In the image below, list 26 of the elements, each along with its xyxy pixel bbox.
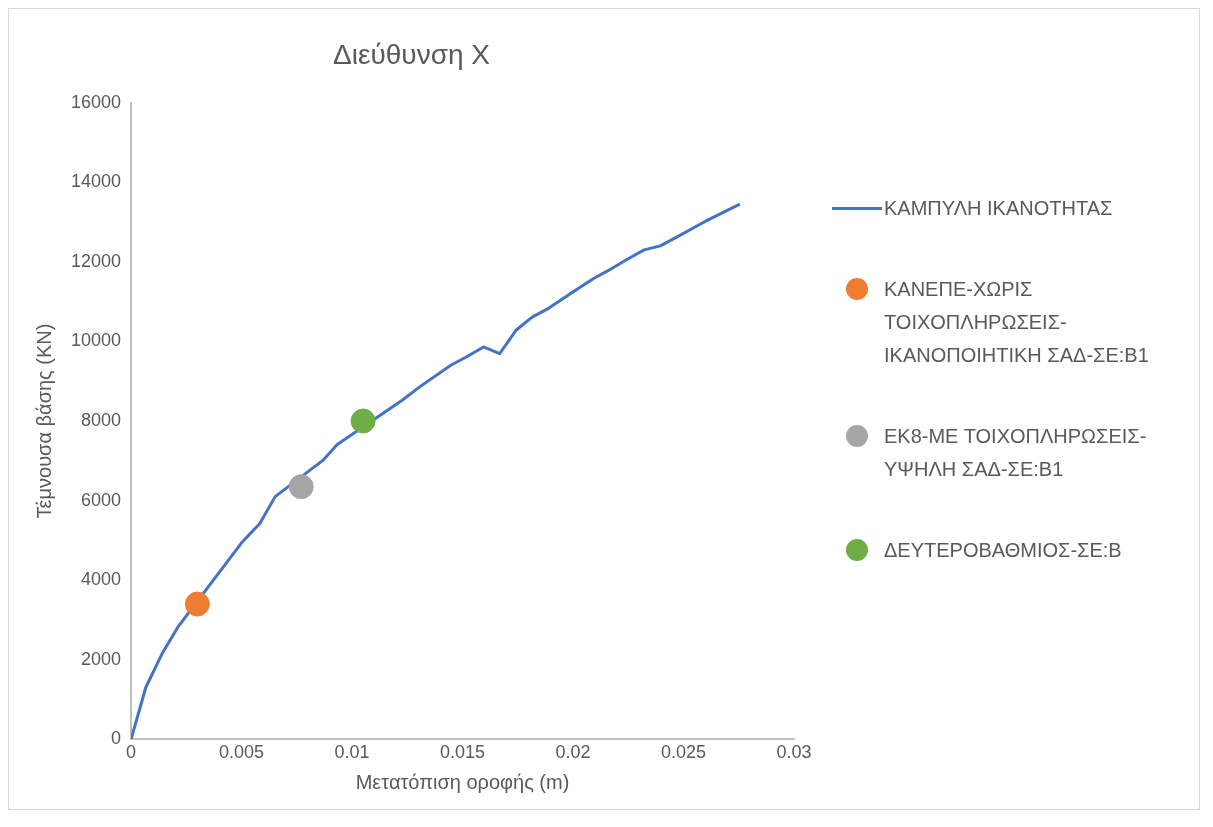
x-tick-label: 0.005 [219, 742, 265, 763]
legend-label: ΕΚ8-ΜΕ ΤΟΙΧΟΠΛΗΡΩΣΕΙΣ-ΥΨΗΛΗ ΣΑΔ-ΣΕ:Β1 [884, 423, 1148, 482]
y-tick-label: 16000 [70, 91, 122, 112]
y-tick-label: 6000 [81, 489, 122, 510]
x-tick-label: 0.015 [440, 742, 486, 763]
y-tick-label: 14000 [70, 171, 122, 192]
x-tick-label: 0 [126, 742, 137, 763]
legend-label: ΔΕΥΤΕΡΟΒΑΘΜΙΟΣ-ΣΕ:Β [884, 537, 1123, 563]
x-tick-label: 0.025 [660, 742, 707, 763]
x-tick-label: 0.01 [334, 742, 370, 763]
x-tick-label: 0.03 [776, 742, 812, 763]
legend-label: ΚΑΝΕΠΕ-ΧΩΡΙΣ ΤΟΙΧΟΠΛΗΡΩΣΕΙΣ-ΙΚΑΝΟΠΟΙΗΤΙΚΗ ΣΑΔ-ΣΕ:Β1 [884, 276, 1150, 368]
x-axis-title: Μετατόπιση οροφής (m) [355, 770, 570, 793]
y-tick-label: 2000 [81, 648, 122, 669]
y-tick-label: 0 [111, 728, 122, 749]
legend-label: ΚΑΜΠΥΛΗ ΙΚΑΝΟΤΗΤΑΣ [884, 195, 1114, 221]
point [350, 408, 376, 434]
y-axis-title: Τέμνουσα βάσης (KN) [32, 323, 55, 519]
y-tick-label: 12000 [70, 250, 122, 271]
point [184, 591, 210, 617]
chart-title: Διεύθυνση X [333, 38, 491, 70]
x-tick-label: 0.02 [555, 742, 591, 763]
y-tick-label: 4000 [81, 569, 122, 590]
point [288, 474, 314, 500]
y-tick-label: 8000 [81, 409, 122, 430]
y-tick-label: 10000 [70, 330, 122, 351]
